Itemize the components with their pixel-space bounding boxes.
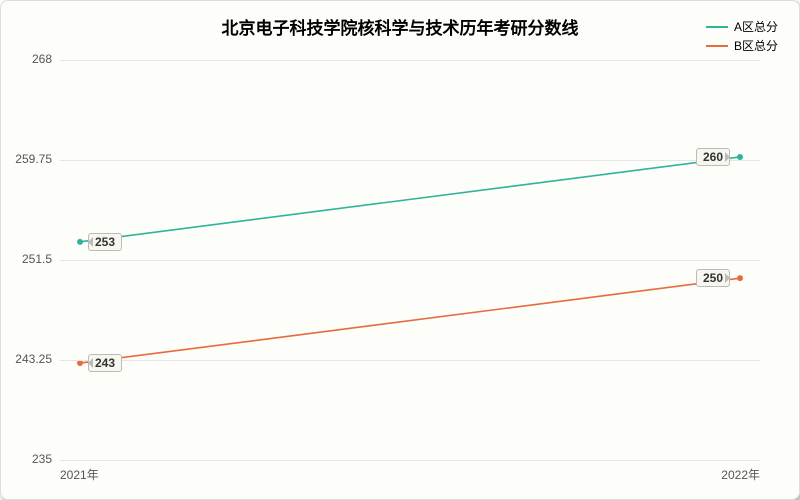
- gridline: [60, 360, 760, 361]
- x-tick-label: 2022年: [721, 466, 760, 483]
- x-tick-label: 2021年: [60, 466, 99, 483]
- series-line: [80, 278, 740, 363]
- legend-item-a: A区总分: [706, 18, 778, 35]
- series-line: [80, 157, 740, 242]
- y-tick-label: 268: [32, 52, 52, 66]
- legend-swatch-b: [706, 45, 728, 47]
- legend: A区总分 B区总分: [706, 18, 778, 56]
- legend-swatch-a: [706, 26, 728, 28]
- gridline: [60, 460, 760, 461]
- chart-title: 北京电子科技学院核科学与技术历年考研分数线: [0, 14, 800, 39]
- plot-area: 235243.25251.5259.752682021年2022年2532602…: [60, 60, 760, 460]
- point-label: 243: [88, 354, 122, 372]
- chart-container: 北京电子科技学院核科学与技术历年考研分数线 A区总分 B区总分 235 243.2…: [0, 0, 800, 500]
- legend-item-b: B区总分: [706, 37, 778, 54]
- point-label: 260: [696, 148, 730, 166]
- y-tick-label: 243.25: [15, 352, 52, 366]
- data-point: [737, 275, 743, 281]
- y-tick-label: 259.75: [15, 152, 52, 166]
- y-tick-label: 251.5: [22, 252, 52, 266]
- gridline: [60, 260, 760, 261]
- gridline: [60, 160, 760, 161]
- gridline: [60, 60, 760, 61]
- legend-label-b: B区总分: [734, 37, 778, 54]
- point-label: 250: [696, 269, 730, 287]
- legend-label-a: A区总分: [734, 18, 778, 35]
- y-tick-label: 235: [32, 452, 52, 466]
- point-label: 253: [88, 233, 122, 251]
